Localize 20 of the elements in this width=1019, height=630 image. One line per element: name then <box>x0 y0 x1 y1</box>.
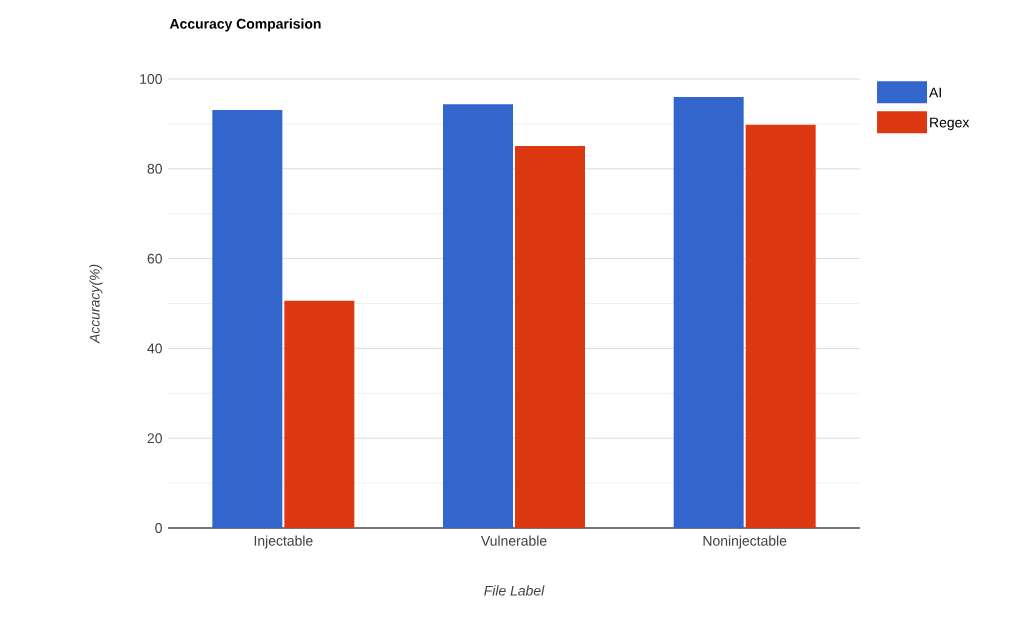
bar <box>745 124 816 528</box>
y-tick-label: 60 <box>147 253 162 264</box>
y-tick-label: 20 <box>147 433 162 444</box>
y-axis-title: Accuracy(%) <box>89 264 103 344</box>
bar <box>515 145 585 528</box>
y-tick-label: 40 <box>147 343 162 354</box>
y-tick-label: 0 <box>155 523 162 533</box>
legend-label: Regex <box>930 117 970 131</box>
legend-label: AI <box>929 87 941 98</box>
bar <box>443 104 513 528</box>
y-tick-label: 80 <box>147 163 162 174</box>
x-axis-title: File Label <box>484 585 545 596</box>
x-tick-label: Noninjectable <box>703 535 787 549</box>
bar <box>284 300 355 528</box>
bar <box>212 109 283 528</box>
bar <box>673 96 744 528</box>
x-tick-label: Injectable <box>254 535 313 549</box>
y-tick-label: 100 <box>140 74 162 84</box>
x-tick-label: Vulnerable <box>480 535 547 546</box>
chart-title: Accuracy Comparision <box>169 18 321 32</box>
